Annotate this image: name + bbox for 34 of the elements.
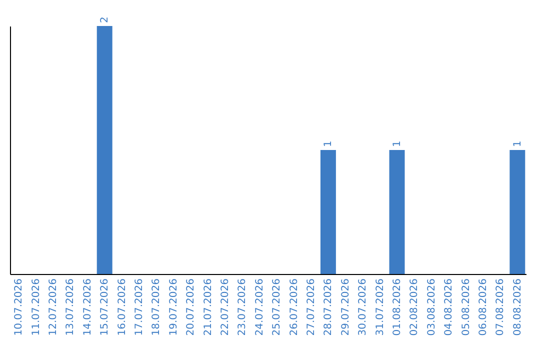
x-tick-label: 06.08.2026	[478, 278, 489, 336]
x-tick-label: 29.07.2026	[340, 278, 352, 336]
x-tick-label: 16.07.2026	[116, 278, 128, 336]
data-label: 1	[512, 140, 524, 147]
x-tick-label: 05.08.2026	[460, 278, 472, 336]
x-tick-label: 26.07.2026	[288, 278, 300, 336]
x-tick-label: 17.07.2026	[134, 278, 145, 336]
x-tick-label: 25.07.2026	[272, 278, 283, 336]
x-tick-label: 03.08.2026	[426, 278, 438, 336]
data-label: 2	[100, 16, 111, 23]
x-tick-label: 15.07.2026	[100, 278, 111, 336]
data-label: 1	[323, 140, 334, 147]
x-tick-label: 02.08.2026	[409, 278, 420, 336]
data-label: 1	[392, 140, 403, 147]
x-tick-label: 24.07.2026	[254, 278, 266, 336]
x-tick-label: 14.07.2026	[82, 278, 94, 336]
x-tick-label: 19.07.2026	[168, 278, 180, 336]
x-tick-label: 01.08.2026	[392, 278, 403, 336]
x-tick-label: 31.07.2026	[374, 278, 386, 336]
x-tick-label: 10.07.2026	[14, 278, 25, 336]
x-tick-label: 30.07.2026	[358, 278, 369, 336]
x-tick-label: 23.07.2026	[237, 278, 248, 336]
x-tick-label: 11.07.2026	[30, 278, 42, 336]
x-tick-label: 13.07.2026	[65, 278, 76, 336]
x-tick-label: 28.07.2026	[323, 278, 334, 336]
x-tick-label: 04.08.2026	[444, 278, 455, 336]
x-tick-label: 22.07.2026	[220, 278, 231, 336]
x-tick-label: 18.07.2026	[151, 278, 162, 336]
x-tick-label: 20.07.2026	[186, 278, 197, 336]
x-tick-label: 12.07.2026	[48, 278, 59, 336]
x-tick-label: 07.08.2026	[495, 278, 506, 336]
x-tick-label: 08.08.2026	[512, 278, 524, 336]
x-tick-label: 27.07.2026	[306, 278, 317, 336]
x-tick-label: 21.07.2026	[202, 278, 214, 336]
